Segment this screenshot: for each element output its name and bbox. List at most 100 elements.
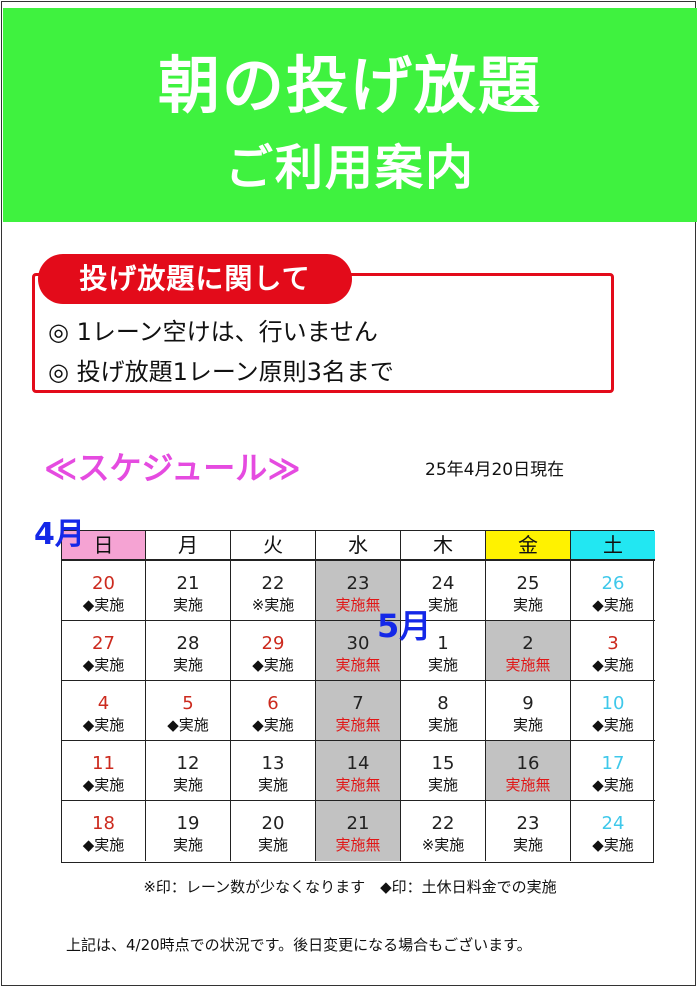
day-number: 24 [601, 813, 625, 834]
calendar-day: 26 ◆実施 [571, 561, 655, 621]
day-status: ※実施 [421, 836, 465, 854]
rules-heading-tag: 投げ放題に関して [38, 254, 352, 304]
calendar-day: 13 実施 [231, 741, 316, 801]
calendar-day: 22 ※実施 [401, 801, 486, 861]
page-subtitle: ご利用案内 [224, 140, 475, 196]
day-number: 9 [522, 693, 534, 714]
calendar-day: 20 ◆実施 [62, 561, 146, 621]
calendar-day: 27 ◆実施 [62, 621, 146, 681]
day-status: ◆実施 [82, 596, 125, 614]
day-number: 16 [516, 753, 540, 774]
day-status: ◆実施 [167, 716, 209, 734]
day-number: 22 [431, 813, 455, 834]
day-number: 21 [346, 813, 370, 834]
weekday-header: 火 [231, 531, 316, 561]
calendar-day: 14 実施無 [316, 741, 401, 801]
page-title: 朝の投げ放題 [157, 49, 542, 122]
day-number: 3 [607, 633, 619, 654]
calendar-day: 24 実施 [401, 561, 486, 621]
day-status: 実施 [512, 716, 543, 734]
as-of-date: 25年4月20日現在 [425, 460, 565, 480]
calendar-day: 6 ◆実施 [231, 681, 316, 741]
weekday-header: 木 [401, 531, 486, 561]
calendar-day: 21 実施 [146, 561, 231, 621]
weekday-header: 金 [486, 531, 571, 561]
day-number: 22 [261, 573, 285, 594]
day-status: 実施無 [335, 776, 381, 794]
day-number: 15 [431, 753, 455, 774]
calendar-day: 20 実施 [231, 801, 316, 861]
day-status: ※実施 [251, 596, 295, 614]
day-number: 19 [176, 813, 200, 834]
day-number: 14 [346, 753, 370, 774]
day-number: 20 [261, 813, 285, 834]
weekday-header: 日 [62, 531, 146, 561]
day-number: 12 [176, 753, 200, 774]
day-status: 実施無 [505, 776, 551, 794]
day-number: 6 [267, 693, 279, 714]
calendar-day: 23 実施無 [316, 561, 401, 621]
day-status: 実施 [512, 596, 543, 614]
day-status: ◆実施 [592, 836, 634, 854]
day-status: 実施 [257, 836, 288, 854]
schedule-calendar: 日月火水木金土 20 ◆実施 21 実施 22 ※実施 23 実施無 24 実施 25 実施 26 ◆実施 2… [61, 530, 655, 863]
calendar-day: 8 実施 [401, 681, 486, 741]
weekday-header: 土 [571, 531, 655, 561]
day-status: 実施 [257, 776, 288, 794]
day-number: 13 [261, 753, 285, 774]
header-banner: 朝の投げ放題 ご利用案内 [3, 8, 697, 222]
day-status: 実施無 [335, 716, 381, 734]
day-status: ◆実施 [592, 596, 634, 614]
calendar-day: 5 ◆実施 [146, 681, 231, 741]
day-status: 実施無 [335, 656, 381, 674]
day-number: 24 [431, 573, 455, 594]
day-status: ◆実施 [82, 836, 125, 854]
calendar-day: 16 実施無 [486, 741, 571, 801]
day-number: 26 [601, 573, 625, 594]
day-status: 実施無 [335, 836, 381, 854]
weekday-header: 月 [146, 531, 231, 561]
day-status: ◆実施 [82, 656, 125, 674]
day-number: 23 [516, 813, 540, 834]
day-number: 25 [516, 573, 540, 594]
rule-item: ◎ 1レーン空けは、行いません [48, 318, 378, 346]
day-status: ◆実施 [252, 656, 294, 674]
calendar-day: 9 実施 [486, 681, 571, 741]
day-status: 実施無 [335, 596, 381, 614]
calendar-day: 21 実施無 [316, 801, 401, 861]
weekday-header: 水 [316, 531, 401, 561]
calendar-day: 10 ◆実施 [571, 681, 655, 741]
calendar-day: 7 実施無 [316, 681, 401, 741]
calendar-day: 30 実施無 [316, 621, 401, 681]
calendar-day: 22 ※実施 [231, 561, 316, 621]
calendar-day: 23 実施 [486, 801, 571, 861]
day-status: 実施 [172, 836, 203, 854]
day-status: 実施 [172, 596, 203, 614]
calendar-day: 29 ◆実施 [231, 621, 316, 681]
day-status: 実施 [512, 836, 543, 854]
calendar-day: 15 実施 [401, 741, 486, 801]
calendar-day: 18 ◆実施 [62, 801, 146, 861]
calendar-day: 24 ◆実施 [571, 801, 655, 861]
day-number: 18 [92, 813, 115, 834]
day-number: 7 [352, 693, 364, 714]
day-number: 1 [437, 633, 449, 654]
day-status: 実施 [172, 656, 203, 674]
month-label-may: 5月 [377, 607, 432, 645]
schedule-title: ≪スケジュール≫ [44, 449, 301, 487]
day-status: ◆実施 [82, 776, 125, 794]
day-number: 30 [346, 633, 370, 654]
rule-item: ◎ 投げ放題1レーン原則3名まで [48, 358, 394, 386]
day-number: 8 [437, 693, 449, 714]
calendar-day: 1 実施 [401, 621, 486, 681]
day-number: 28 [176, 633, 200, 654]
day-number: 20 [92, 573, 115, 594]
footnote: 上記は、4/20時点での状況です。後日変更になる場合もございます。 [66, 936, 532, 954]
rules-heading: 投げ放題に関して [79, 262, 311, 295]
day-number: 21 [176, 573, 200, 594]
calendar-day: 19 実施 [146, 801, 231, 861]
calendar-day: 4 ◆実施 [62, 681, 146, 741]
day-status: 実施 [427, 776, 458, 794]
day-number: 11 [92, 753, 115, 774]
